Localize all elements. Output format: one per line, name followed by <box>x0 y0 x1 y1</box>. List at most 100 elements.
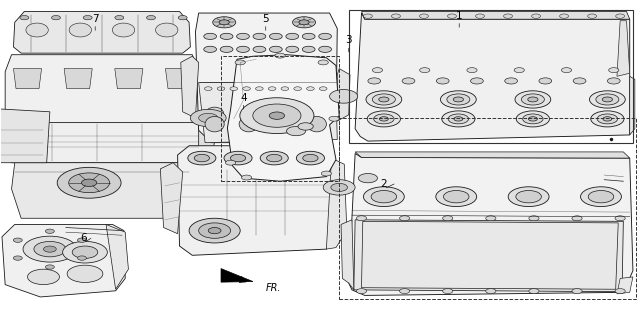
Circle shape <box>253 46 266 52</box>
Polygon shape <box>64 69 92 89</box>
Circle shape <box>329 116 339 121</box>
Polygon shape <box>227 55 339 181</box>
Polygon shape <box>195 13 337 143</box>
Ellipse shape <box>311 107 329 120</box>
Polygon shape <box>0 109 50 163</box>
Circle shape <box>13 256 22 260</box>
Circle shape <box>447 94 470 105</box>
Circle shape <box>194 154 209 162</box>
Circle shape <box>572 289 582 294</box>
Circle shape <box>399 289 410 294</box>
Circle shape <box>523 114 543 124</box>
Circle shape <box>299 20 309 25</box>
Polygon shape <box>13 11 190 53</box>
Circle shape <box>609 68 619 73</box>
Circle shape <box>367 111 401 127</box>
Circle shape <box>596 94 619 105</box>
Polygon shape <box>12 163 192 218</box>
Circle shape <box>559 14 568 18</box>
Text: 1: 1 <box>456 11 463 21</box>
Polygon shape <box>198 72 221 163</box>
Circle shape <box>217 87 225 91</box>
Circle shape <box>28 269 60 285</box>
Circle shape <box>225 160 236 165</box>
Circle shape <box>147 16 156 20</box>
Circle shape <box>237 46 250 52</box>
Polygon shape <box>341 220 354 290</box>
Circle shape <box>607 78 620 84</box>
Circle shape <box>269 33 282 39</box>
Text: 3: 3 <box>346 35 352 46</box>
Circle shape <box>467 68 477 73</box>
Ellipse shape <box>69 23 92 37</box>
Circle shape <box>237 33 250 39</box>
Circle shape <box>372 94 396 105</box>
Polygon shape <box>5 55 198 124</box>
Circle shape <box>366 91 402 108</box>
Circle shape <box>514 68 524 73</box>
Circle shape <box>296 151 324 165</box>
Circle shape <box>45 229 54 233</box>
Circle shape <box>286 46 299 52</box>
Circle shape <box>588 190 614 203</box>
Circle shape <box>230 87 237 91</box>
Ellipse shape <box>273 117 292 132</box>
Circle shape <box>319 33 332 39</box>
Circle shape <box>516 190 541 203</box>
Circle shape <box>81 179 97 187</box>
Circle shape <box>67 265 103 282</box>
Circle shape <box>443 289 453 294</box>
Circle shape <box>115 16 124 20</box>
Circle shape <box>436 78 449 84</box>
Circle shape <box>402 78 415 84</box>
Circle shape <box>253 33 266 39</box>
Ellipse shape <box>307 117 326 132</box>
Circle shape <box>505 78 518 84</box>
Circle shape <box>442 111 475 127</box>
Circle shape <box>597 114 618 124</box>
Circle shape <box>532 14 541 18</box>
Circle shape <box>57 167 121 198</box>
Circle shape <box>368 78 381 84</box>
Circle shape <box>212 17 236 28</box>
Circle shape <box>615 289 625 294</box>
Circle shape <box>399 216 410 221</box>
Polygon shape <box>617 277 633 294</box>
Circle shape <box>23 236 77 262</box>
Circle shape <box>204 33 216 39</box>
Circle shape <box>392 14 401 18</box>
Text: 6: 6 <box>81 233 87 243</box>
Bar <box>339 118 636 299</box>
Circle shape <box>436 187 477 206</box>
Circle shape <box>476 14 484 18</box>
Polygon shape <box>617 21 630 76</box>
Circle shape <box>323 180 355 195</box>
Circle shape <box>267 154 282 162</box>
Circle shape <box>356 216 367 221</box>
Circle shape <box>447 14 456 18</box>
Circle shape <box>321 171 332 176</box>
Circle shape <box>448 114 468 124</box>
Circle shape <box>68 173 109 193</box>
Circle shape <box>63 241 108 263</box>
Circle shape <box>253 104 301 127</box>
Circle shape <box>198 113 218 122</box>
Circle shape <box>616 14 625 18</box>
Ellipse shape <box>26 23 48 37</box>
Circle shape <box>275 53 285 58</box>
Circle shape <box>268 87 276 91</box>
Circle shape <box>470 78 483 84</box>
Polygon shape <box>326 158 347 249</box>
Text: 2: 2 <box>381 179 387 189</box>
Circle shape <box>603 117 612 121</box>
Circle shape <box>580 187 621 206</box>
Text: 7: 7 <box>92 14 99 24</box>
Text: 4: 4 <box>240 93 246 103</box>
Circle shape <box>615 216 625 221</box>
Circle shape <box>45 265 54 269</box>
Circle shape <box>515 91 551 108</box>
Ellipse shape <box>113 23 134 37</box>
Circle shape <box>260 151 288 165</box>
Circle shape <box>255 87 263 91</box>
Circle shape <box>364 14 372 18</box>
